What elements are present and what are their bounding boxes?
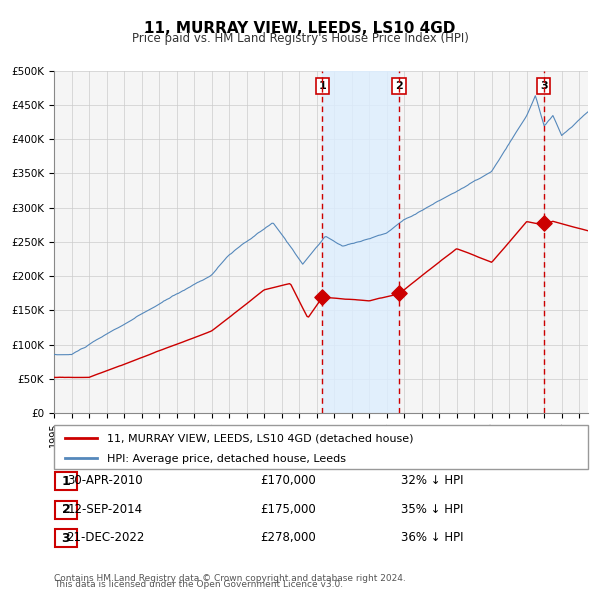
FancyBboxPatch shape: [55, 473, 77, 490]
Text: 3: 3: [62, 532, 70, 545]
Point: [539, 218, 548, 228]
Text: 32% ↓ HPI: 32% ↓ HPI: [401, 474, 463, 487]
Text: 11, MURRAY VIEW, LEEDS, LS10 4GD: 11, MURRAY VIEW, LEEDS, LS10 4GD: [145, 21, 455, 35]
Point: [317, 292, 327, 301]
Text: 35% ↓ HPI: 35% ↓ HPI: [401, 503, 463, 516]
Text: 3: 3: [540, 81, 548, 91]
Text: 2: 2: [395, 81, 403, 91]
Text: 1: 1: [62, 475, 70, 488]
Text: £175,000: £175,000: [260, 503, 316, 516]
Text: This data is licensed under the Open Government Licence v3.0.: This data is licensed under the Open Gov…: [54, 580, 343, 589]
Text: 30-APR-2010: 30-APR-2010: [67, 474, 143, 487]
FancyBboxPatch shape: [54, 425, 588, 469]
Text: £278,000: £278,000: [260, 531, 316, 544]
Text: 21-DEC-2022: 21-DEC-2022: [66, 531, 144, 544]
Text: Contains HM Land Registry data © Crown copyright and database right 2024.: Contains HM Land Registry data © Crown c…: [54, 574, 406, 583]
Text: 36% ↓ HPI: 36% ↓ HPI: [401, 531, 463, 544]
Text: £170,000: £170,000: [260, 474, 316, 487]
FancyBboxPatch shape: [55, 501, 77, 519]
Text: 1: 1: [319, 81, 326, 91]
Text: Price paid vs. HM Land Registry's House Price Index (HPI): Price paid vs. HM Land Registry's House …: [131, 32, 469, 45]
Bar: [322, 71, 399, 413]
Point: [394, 289, 404, 298]
Text: HPI: Average price, detached house, Leeds: HPI: Average price, detached house, Leed…: [107, 454, 346, 464]
Text: 12-SEP-2014: 12-SEP-2014: [67, 503, 143, 516]
Text: 11, MURRAY VIEW, LEEDS, LS10 4GD (detached house): 11, MURRAY VIEW, LEEDS, LS10 4GD (detach…: [107, 434, 414, 444]
Text: 2: 2: [62, 503, 70, 516]
FancyBboxPatch shape: [55, 529, 77, 547]
